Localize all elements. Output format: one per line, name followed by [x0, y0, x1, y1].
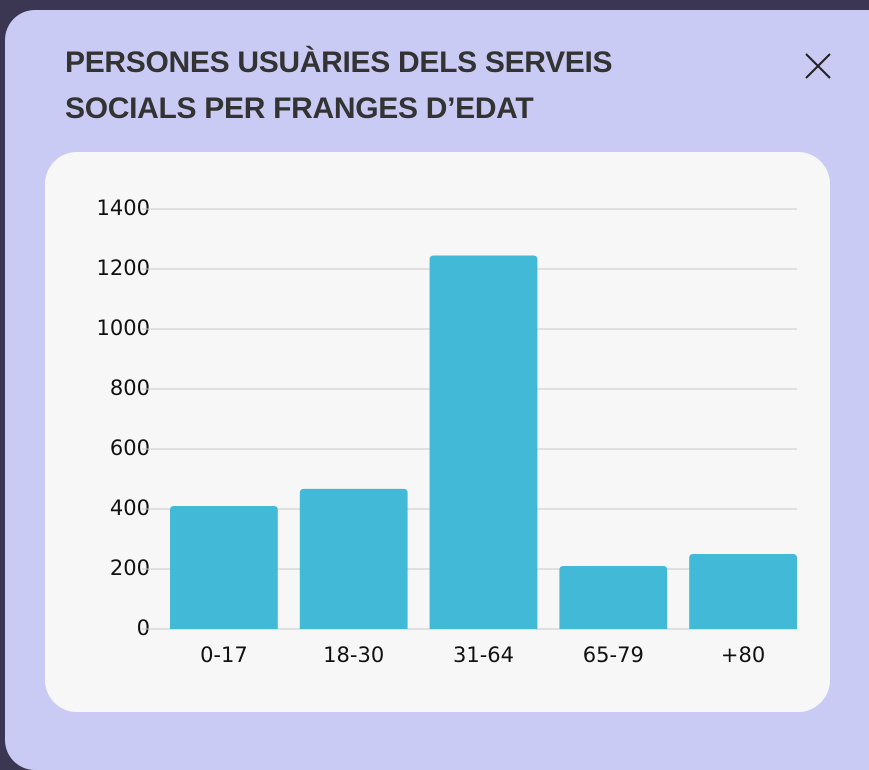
close-button[interactable]	[800, 48, 840, 88]
bar	[170, 506, 278, 629]
bar	[299, 488, 408, 629]
y-tick-label: 600	[110, 436, 150, 460]
modal-title: PERSONES USUÀRIES DELS SERVEIS SOCIALS P…	[65, 46, 613, 125]
y-tick-label: 800	[110, 376, 150, 400]
y-tick-label: 0	[137, 616, 150, 640]
y-tick-label: 1000	[97, 316, 150, 340]
y-tick-label: 200	[110, 556, 150, 580]
x-tick-label: +80	[721, 643, 765, 667]
bar	[689, 554, 797, 629]
y-tick-label: 400	[110, 496, 150, 520]
x-tick-label: 0-17	[200, 643, 248, 667]
y-tick-label: 1400	[97, 196, 150, 220]
x-tick-label: 31-64	[453, 643, 514, 667]
x-tick-label: 65-79	[583, 643, 644, 667]
bar	[429, 255, 538, 629]
page: PERSONES USUÀRIES DELS SERVEIS SOCIALS P…	[5, 10, 869, 770]
x-tick-label: 18-30	[323, 643, 384, 667]
y-tick-label: 1200	[97, 256, 150, 280]
chart: 0 200 400 600 800 1000 1200 1400 0-17 18-30 31-64 6…	[97, 196, 797, 667]
bar	[559, 566, 668, 629]
